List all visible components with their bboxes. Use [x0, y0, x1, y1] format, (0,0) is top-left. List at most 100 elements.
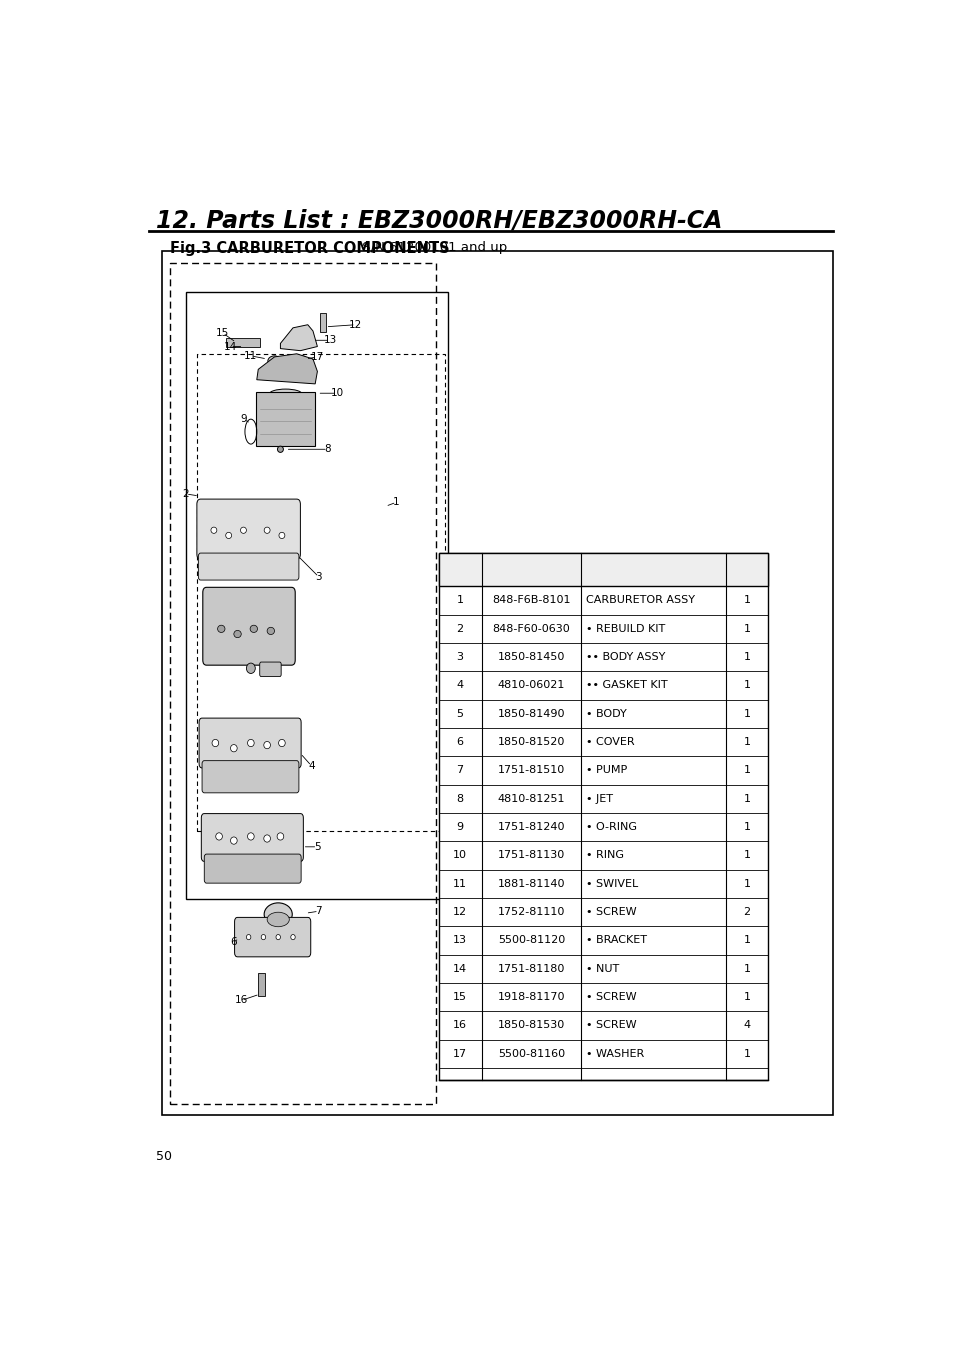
Text: 9: 9: [240, 414, 247, 425]
Text: 1: 1: [742, 596, 750, 605]
Ellipse shape: [240, 527, 246, 534]
Text: Description: Description: [617, 565, 688, 574]
Ellipse shape: [275, 934, 280, 940]
Text: 13: 13: [453, 936, 467, 945]
Text: 8: 8: [456, 794, 463, 803]
Polygon shape: [280, 325, 317, 350]
Text: • SWIVEL: • SWIVEL: [585, 879, 638, 888]
Text: 1: 1: [742, 1049, 750, 1058]
Ellipse shape: [246, 934, 251, 940]
FancyBboxPatch shape: [199, 718, 301, 768]
Ellipse shape: [267, 627, 274, 635]
Ellipse shape: [250, 625, 257, 632]
Text: 1751-81510: 1751-81510: [497, 766, 564, 775]
Text: 1: 1: [742, 936, 750, 945]
FancyBboxPatch shape: [196, 499, 300, 559]
Bar: [438, 553, 767, 586]
FancyBboxPatch shape: [198, 553, 298, 580]
Ellipse shape: [264, 741, 270, 748]
Ellipse shape: [261, 934, 265, 940]
Text: • BODY: • BODY: [585, 709, 626, 718]
Text: 5500-81120: 5500-81120: [497, 936, 564, 945]
Text: CARBURETOR ASSY: CARBURETOR ASSY: [585, 596, 694, 605]
Text: 4: 4: [456, 681, 463, 690]
Text: Key#: Key#: [443, 565, 476, 574]
Text: 4: 4: [742, 1020, 750, 1030]
Ellipse shape: [215, 833, 222, 840]
Text: 1881-81140: 1881-81140: [497, 879, 564, 888]
Text: • JET: • JET: [585, 794, 612, 803]
Text: 4810-06021: 4810-06021: [497, 681, 564, 690]
Text: • PUMP: • PUMP: [585, 766, 626, 775]
FancyBboxPatch shape: [201, 814, 303, 861]
Text: 5500-81160: 5500-81160: [497, 1049, 564, 1058]
Text: 3: 3: [456, 652, 463, 662]
Text: Q'ty: Q'ty: [734, 565, 759, 574]
FancyBboxPatch shape: [204, 855, 301, 883]
Text: 1: 1: [742, 879, 750, 888]
Text: • SCREW: • SCREW: [585, 907, 636, 917]
Bar: [170, 263, 436, 1104]
Bar: [186, 291, 448, 899]
Text: 15: 15: [216, 328, 229, 338]
Ellipse shape: [277, 446, 283, 453]
Ellipse shape: [264, 834, 270, 842]
Bar: [226, 338, 259, 346]
Ellipse shape: [268, 356, 281, 367]
Ellipse shape: [278, 532, 285, 539]
Text: 2: 2: [182, 489, 189, 499]
Text: 1: 1: [393, 497, 399, 507]
Ellipse shape: [231, 837, 237, 844]
Text: 1850-81490: 1850-81490: [497, 709, 564, 718]
Bar: [196, 353, 444, 832]
FancyBboxPatch shape: [202, 760, 298, 793]
Ellipse shape: [264, 527, 270, 534]
Text: 11: 11: [244, 350, 257, 361]
Text: 1: 1: [742, 652, 750, 662]
Text: 17: 17: [311, 352, 324, 361]
Ellipse shape: [217, 625, 225, 632]
Text: 1751-81180: 1751-81180: [497, 964, 564, 973]
Text: 15: 15: [453, 992, 467, 1002]
Text: 2: 2: [456, 624, 463, 634]
Text: 4: 4: [308, 760, 314, 771]
Ellipse shape: [291, 934, 294, 940]
Text: 1: 1: [742, 992, 750, 1002]
Text: 50: 50: [156, 1150, 172, 1163]
Ellipse shape: [247, 833, 253, 840]
Ellipse shape: [269, 390, 302, 399]
Text: •• BODY ASSY: •• BODY ASSY: [585, 652, 664, 662]
Bar: [255, 392, 314, 446]
Text: 4810-81251: 4810-81251: [497, 794, 564, 803]
Text: 10: 10: [453, 851, 467, 860]
Text: 1850-81530: 1850-81530: [497, 1020, 564, 1030]
Text: 1752-81110: 1752-81110: [497, 907, 564, 917]
Text: 16: 16: [453, 1020, 467, 1030]
Bar: [162, 251, 832, 1115]
Polygon shape: [256, 353, 317, 384]
Text: • SCREW: • SCREW: [585, 1020, 636, 1030]
Text: 8: 8: [324, 445, 331, 454]
Text: 1: 1: [742, 766, 750, 775]
Text: 12. Parts List : EBZ3000RH/EBZ3000RH-CA: 12. Parts List : EBZ3000RH/EBZ3000RH-CA: [156, 209, 721, 232]
Text: 7: 7: [315, 906, 322, 917]
Text: 11: 11: [453, 879, 467, 888]
Text: • NUT: • NUT: [585, 964, 618, 973]
Text: 6: 6: [456, 737, 463, 747]
Bar: [258, 973, 265, 996]
Text: 1: 1: [742, 709, 750, 718]
Text: 1: 1: [742, 624, 750, 634]
Text: 1850-81450: 1850-81450: [497, 652, 564, 662]
Text: 1: 1: [742, 822, 750, 832]
Text: • BRACKET: • BRACKET: [585, 936, 646, 945]
Text: 1: 1: [742, 964, 750, 973]
Text: 12: 12: [453, 907, 467, 917]
Text: • O-RING: • O-RING: [585, 822, 636, 832]
Text: 10: 10: [331, 388, 344, 398]
Ellipse shape: [264, 903, 292, 926]
Text: 1: 1: [742, 737, 750, 747]
Ellipse shape: [211, 527, 216, 534]
Ellipse shape: [233, 631, 241, 638]
Text: • WASHER: • WASHER: [585, 1049, 643, 1058]
Text: 5: 5: [314, 841, 320, 852]
